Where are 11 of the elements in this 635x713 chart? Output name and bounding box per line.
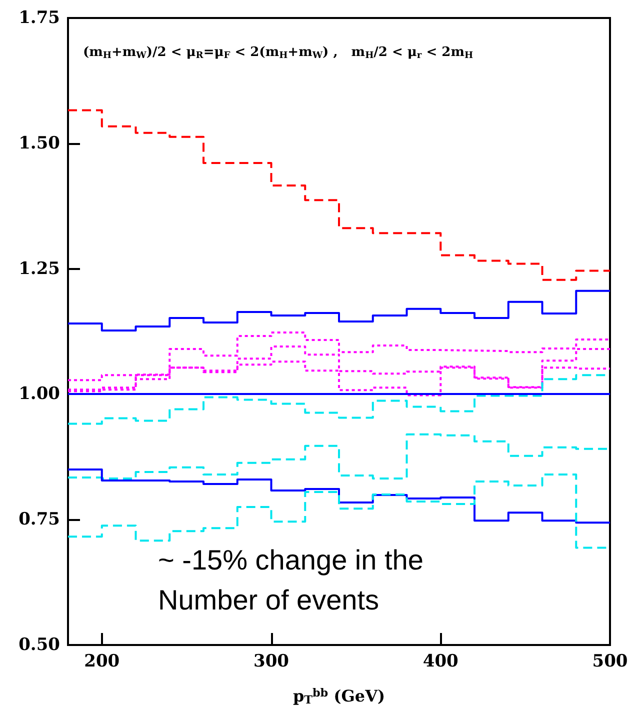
y-tick-label: 0.75 [18, 510, 60, 530]
x-tick-label: 400 [422, 652, 459, 672]
x-tick-label: 300 [254, 652, 290, 672]
y-tick-label: 1.75 [18, 8, 60, 28]
annotation: ~ -15% change in the Number of events [158, 544, 424, 616]
x-tick-label: 500 [592, 652, 628, 672]
y-tick-label: 1.25 [18, 258, 60, 279]
y-tick-label: 1.00 [18, 384, 60, 404]
y-tick-label: 0.50 [18, 635, 60, 655]
x-tick-label: 200 [84, 652, 120, 672]
y-tick-label: 1.50 [18, 133, 60, 154]
